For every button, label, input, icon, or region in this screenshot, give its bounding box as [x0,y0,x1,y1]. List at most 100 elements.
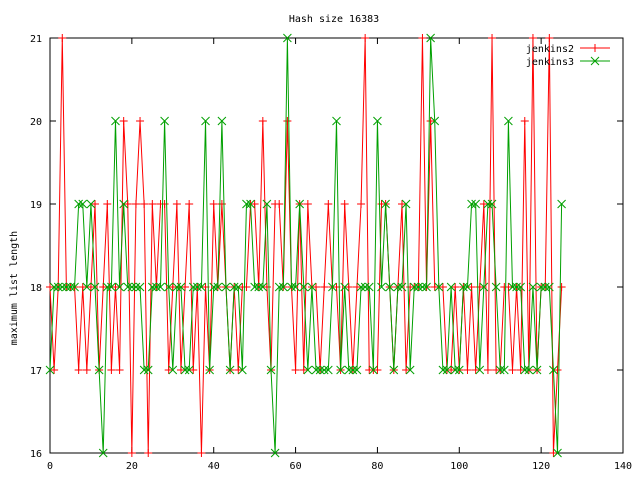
data-point [86,199,96,209]
legend: jenkins2 jenkins3 [526,44,610,68]
marker-stroke [344,365,354,375]
marker-stroke [336,365,345,375]
data-point [111,283,120,291]
data-point [102,282,112,292]
data-point [299,366,308,374]
marker-stroke [78,199,88,209]
marker-stroke [328,282,337,292]
data-point [377,282,386,292]
marker-stroke [512,282,521,292]
marker-stroke [242,199,251,209]
data-point [107,282,116,292]
data-point [545,34,554,42]
data-point [467,199,476,209]
data-point [152,282,161,292]
data-point [315,365,325,375]
data-point [454,365,464,375]
data-point [553,366,562,374]
data-point [540,282,550,292]
data-point [115,366,124,374]
marker-stroke [368,365,378,375]
data-point [291,366,300,374]
data-point [74,199,84,209]
data-point [115,282,124,292]
marker-stroke [540,282,550,292]
data-point [320,283,329,291]
marker-stroke [544,282,554,292]
series-layer [45,33,566,458]
marker-stroke [188,282,198,292]
data-point [553,448,562,458]
data-point [172,200,181,208]
data-point [188,282,198,292]
data-point [189,366,198,374]
data-point [78,283,87,291]
marker-stroke [495,365,505,375]
data-point [389,365,399,375]
data-point [590,56,600,66]
data-point [184,365,194,375]
marker-stroke [393,282,403,292]
y-tick-labels: 16 17 18 19 20 21 [30,34,42,460]
data-point [508,366,517,374]
data-point [307,282,317,292]
data-point [422,282,431,292]
marker-stroke [102,282,112,292]
data-point [143,365,153,375]
marker-stroke [147,282,157,292]
marker-stroke [409,282,419,292]
marker-stroke [238,365,247,375]
data-point [234,366,243,374]
marker-stroke [475,365,485,375]
marker-stroke [442,365,452,375]
y-axis-label: maximum list length [9,231,20,345]
marker-stroke [504,116,513,126]
marker-stroke [553,448,562,458]
data-point [86,283,95,291]
data-point [438,283,447,291]
data-point [340,200,349,208]
data-point [98,448,108,458]
data-point [357,200,366,208]
marker-stroke [107,282,116,292]
marker-stroke [516,282,526,292]
data-point [356,282,366,292]
data-point [516,282,526,292]
marker-stroke [348,365,358,375]
data-point [352,283,361,291]
marker-stroke [164,282,174,292]
x-tick-label: 120 [532,461,550,472]
marker-stroke [315,365,325,375]
marker-stroke [405,365,415,375]
data-point [591,44,599,52]
data-point [283,33,292,43]
series-jenkins2 [46,34,566,457]
data-point [418,282,427,292]
data-point [459,282,468,292]
data-point [205,365,214,375]
marker-stroke [201,116,210,126]
data-point [409,282,419,292]
data-point [99,283,108,291]
data-point [324,200,333,208]
data-point [197,282,206,292]
marker-stroke [434,282,444,292]
data-point [495,365,505,375]
marker-stroke [53,282,63,292]
data-point [82,282,92,292]
data-point [352,365,362,375]
marker-stroke [135,282,145,292]
data-point [111,116,120,126]
data-point [373,116,382,126]
marker-stroke [278,282,288,292]
axis-ticks [49,37,624,454]
marker-stroke [270,448,280,458]
marker-stroke [258,282,268,292]
data-point [78,199,88,209]
marker-stroke [213,282,223,292]
data-point [123,200,132,208]
data-point [94,365,104,375]
data-point [181,283,190,291]
data-point [119,117,128,125]
